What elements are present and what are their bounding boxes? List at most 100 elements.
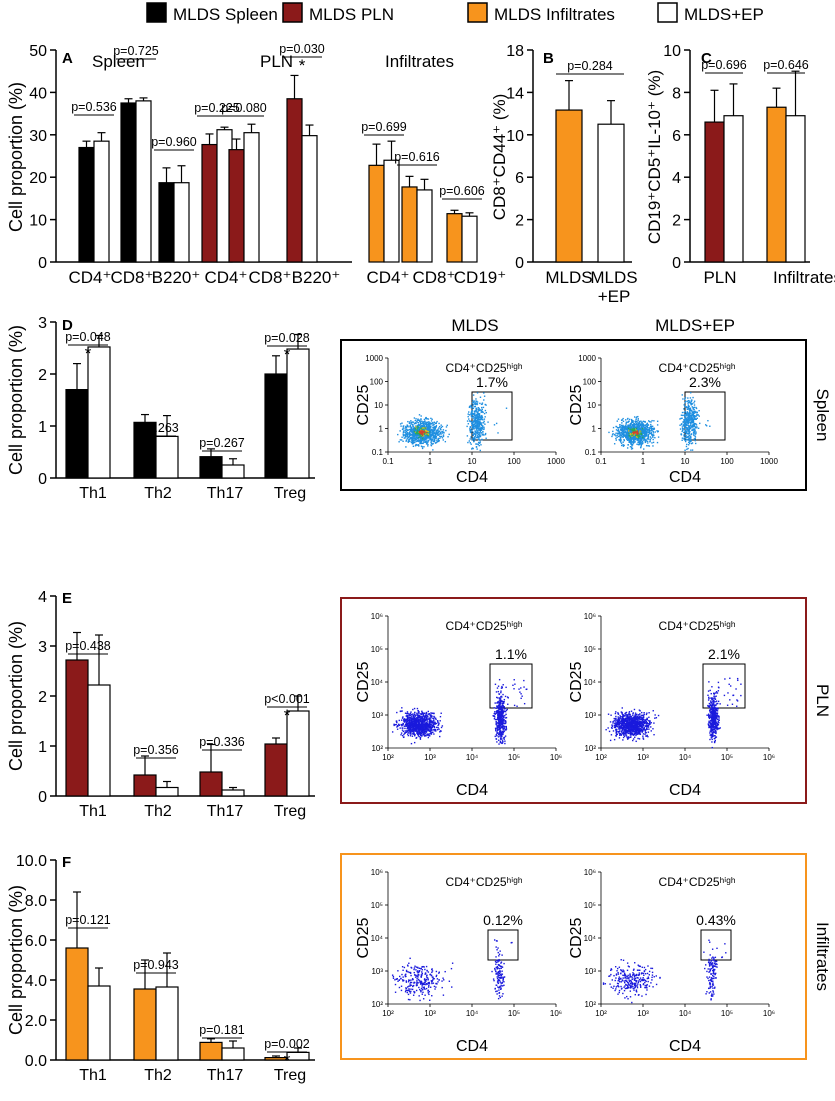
flow-x-tick-label: 10⁵ bbox=[721, 1009, 733, 1018]
panel-E-bar-mlds bbox=[133, 774, 157, 797]
panel-A-y-tick-label: 20 bbox=[29, 170, 47, 187]
panel-C-y-tick-label: 8 bbox=[672, 85, 681, 102]
flow-x-tick-label: 10 bbox=[468, 457, 477, 466]
panel-E-x-label: Th17 bbox=[207, 803, 244, 820]
panel-E-bar-mlds bbox=[199, 771, 223, 797]
flow-y-tick-label: 1 bbox=[592, 425, 597, 434]
flow-xlabel: CD4 bbox=[669, 1038, 701, 1055]
flow-ylabel: CD25 bbox=[355, 661, 372, 702]
panel-E-x-label: Treg bbox=[274, 803, 306, 820]
panel-C-bar-ep bbox=[785, 115, 806, 263]
panel-A-bar-ep bbox=[416, 189, 433, 263]
panel-F-group-p-value: p=0.002 bbox=[264, 1037, 310, 1051]
panel-C-ylabel: CD19⁺CD5⁺IL-10⁺ (%) bbox=[645, 70, 664, 244]
panel-B-p-value: p=0.284 bbox=[567, 59, 613, 73]
flow-y-tick-label: 10⁵ bbox=[584, 645, 596, 654]
panel-F-bar-mlds bbox=[199, 1041, 223, 1061]
panel-C-group-p-value: p=0.696 bbox=[701, 58, 747, 72]
panel-A-x-label: B220⁺ bbox=[152, 268, 201, 287]
flow-x-tick-label: 1 bbox=[428, 457, 433, 466]
panel-D-bar-mlds bbox=[199, 456, 223, 479]
flow-x-tick-label: 10² bbox=[382, 753, 394, 762]
flow-y-tick-label: 10² bbox=[584, 744, 596, 753]
flow-gate-box bbox=[700, 929, 732, 961]
panel-A-bar-ep bbox=[93, 140, 110, 263]
flow-x-tick-label: 10⁵ bbox=[721, 753, 733, 762]
panel-B-y-tick-label: 14 bbox=[506, 85, 524, 102]
panel-A-bar-ep bbox=[135, 100, 152, 263]
flow-y-tick-label: 10⁵ bbox=[371, 645, 383, 654]
panel-C-letter: C bbox=[701, 50, 712, 67]
flow-x-tick-label: 1000 bbox=[760, 457, 778, 466]
flow-x-tick-label: 1000 bbox=[547, 457, 565, 466]
flow-scatter-points bbox=[397, 392, 508, 452]
panel-A-bar-mlds bbox=[286, 98, 303, 263]
flow-x-tick-label: 10⁶ bbox=[550, 1009, 562, 1018]
panel-B-x-label: +EP bbox=[598, 287, 631, 306]
flow-col-header: MLDS bbox=[451, 316, 498, 335]
panel-D-x-label: Th2 bbox=[144, 485, 172, 502]
flow-xlabel: CD4 bbox=[669, 469, 701, 486]
panel-B-ylabel: CD8⁺CD44⁺ (%) bbox=[490, 94, 509, 221]
flow-y-tick-label: 10⁶ bbox=[371, 612, 383, 621]
panel-D-bar-ep bbox=[155, 435, 179, 479]
panel-D-y-tick-label: 2 bbox=[38, 367, 47, 384]
panel-A-x-label: CD4⁺ bbox=[205, 268, 248, 287]
panel-B-y-tick-label: 2 bbox=[515, 213, 524, 230]
flow-scatter-points bbox=[391, 678, 528, 745]
panel-A-group-significance-star: * bbox=[299, 56, 306, 75]
flow-col-header: MLDS+EP bbox=[655, 316, 735, 335]
panel-A-y-tick-label: 30 bbox=[29, 128, 47, 145]
panel-E-group-p-value: p=0.438 bbox=[65, 639, 111, 653]
panel-A-bar-mlds bbox=[368, 164, 385, 263]
flow-ylabel: CD25 bbox=[568, 661, 585, 702]
panel-B-letter: B bbox=[543, 50, 554, 67]
panel-B-x-label: MLDS bbox=[590, 268, 637, 287]
panel-C-y-tick-label: 6 bbox=[672, 128, 681, 145]
flow-gate-box bbox=[702, 663, 746, 709]
flow-x-tick-label: 10³ bbox=[424, 753, 436, 762]
panel-D-group-p-value: p=0.048 bbox=[65, 330, 111, 344]
panel-D-bar-ep bbox=[221, 464, 245, 479]
flow-y-tick-label: 10³ bbox=[584, 967, 596, 976]
panel-E-bar-ep bbox=[87, 684, 111, 797]
panel-A-bar-mlds bbox=[401, 186, 418, 263]
panel-D-group-p-value: p=0.267 bbox=[199, 436, 245, 450]
flow-y-tick-label: 10² bbox=[371, 1000, 383, 1009]
panel-E-y-tick-label: 0 bbox=[38, 789, 47, 806]
flow-row-label: Spleen bbox=[813, 389, 832, 442]
flow-xlabel: CD4 bbox=[456, 1038, 488, 1055]
flow-scatter-points bbox=[602, 939, 727, 1004]
flow-scatter-points bbox=[391, 939, 513, 1002]
legend-label: MLDS Infiltrates bbox=[494, 5, 615, 24]
flow-ylabel: CD25 bbox=[355, 917, 372, 958]
flow-ylabel: CD25 bbox=[568, 917, 585, 958]
panel-F-y-tick-label: 4.0 bbox=[25, 973, 47, 990]
panel-F-group-p-value: p=0.121 bbox=[65, 913, 111, 927]
panel-E-y-tick-label: 1 bbox=[38, 739, 47, 756]
flow-panel-frame bbox=[340, 339, 807, 491]
panel-A-bar-mlds bbox=[158, 182, 175, 263]
legend-label: MLDS Spleen bbox=[173, 5, 278, 24]
panel-F-group-p-value: p=0.943 bbox=[133, 958, 179, 972]
panel-E-y-tick-label: 2 bbox=[38, 689, 47, 706]
panel-A-section-label: Infiltrates bbox=[385, 52, 454, 71]
panel-D-x-label: Treg bbox=[274, 485, 306, 502]
flow-y-tick-label: 10⁵ bbox=[371, 901, 383, 910]
panel-E-x-label: Th1 bbox=[79, 803, 107, 820]
flow-x-tick-label: 10⁴ bbox=[466, 1009, 479, 1018]
legend-label: MLDS+EP bbox=[684, 5, 764, 24]
panel-A-bar-ep bbox=[383, 159, 400, 263]
flow-gate-box bbox=[489, 663, 533, 709]
flow-xlabel: CD4 bbox=[456, 782, 488, 799]
flow-gate-percentage: 2.3% bbox=[689, 374, 721, 390]
panel-D-y-tick-label: 1 bbox=[38, 419, 47, 436]
panel-A-x-label: CD8⁺ bbox=[249, 268, 292, 287]
legend-label: MLDS PLN bbox=[309, 5, 394, 24]
panel-E-ylabel: Cell proportion (%) bbox=[6, 621, 26, 771]
flow-x-tick-label: 10² bbox=[382, 1009, 394, 1018]
flow-xlabel: CD4 bbox=[456, 469, 488, 486]
panel-A-group-p-value: p=0.960 bbox=[151, 135, 197, 149]
flow-y-tick-label: 0.1 bbox=[372, 448, 384, 457]
legend-swatch bbox=[146, 2, 167, 23]
